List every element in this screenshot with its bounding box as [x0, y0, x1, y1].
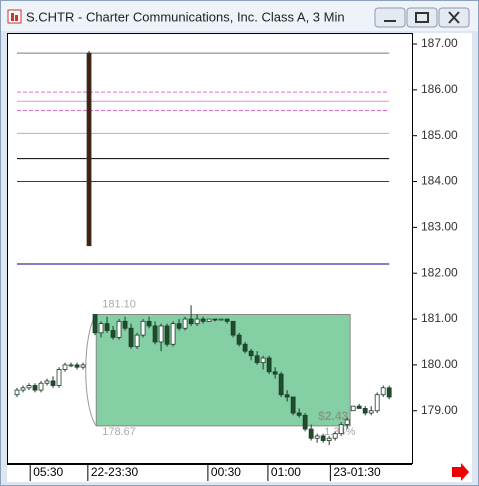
candle-body — [38, 382, 44, 391]
candle-body — [56, 369, 62, 386]
candle-body — [32, 385, 38, 391]
candle-body — [20, 387, 26, 391]
candle-body — [176, 323, 182, 329]
candle-body — [350, 405, 356, 412]
candle-body — [14, 389, 20, 396]
y-tick-label: 186.00 — [421, 82, 458, 96]
y-tick-label: 181.00 — [421, 311, 458, 325]
app-icon-bar — [11, 13, 14, 21]
candle-body — [86, 52, 92, 247]
window-buttons — [374, 7, 470, 28]
x-tick-label: 23-01:30 — [333, 465, 381, 479]
candle-body — [122, 320, 128, 329]
x-tick-label: 00:30 — [211, 465, 241, 479]
candle-body — [98, 323, 104, 334]
app-icon-bar — [15, 15, 18, 21]
candle-body — [224, 318, 230, 322]
range-bracket — [85, 314, 97, 427]
y-tick-label: 182.00 — [421, 265, 458, 279]
range-change-label: $2.43 — [318, 409, 348, 423]
candle-body — [68, 364, 74, 367]
y-tick-label: 183.00 — [421, 220, 458, 234]
y-tick-label: 187.00 — [421, 36, 458, 50]
candle-body — [110, 330, 116, 338]
candle-body — [74, 364, 80, 368]
candle-body — [230, 320, 236, 336]
maximize-button[interactable] — [406, 7, 438, 28]
candle-body — [26, 385, 32, 389]
app-icon — [7, 9, 22, 24]
candle-body — [50, 380, 56, 386]
candle-body — [386, 387, 392, 398]
candle-body — [194, 318, 200, 325]
candle-body — [338, 424, 344, 435]
candle-body — [380, 387, 386, 396]
candle-body — [200, 318, 206, 322]
y-tick-label: 180.00 — [421, 357, 458, 371]
candle-body — [164, 325, 170, 345]
candle-body — [92, 314, 98, 334]
candle-body — [308, 428, 314, 439]
maximize-icon — [415, 12, 429, 23]
candle-body — [116, 320, 122, 338]
candle-body — [326, 437, 332, 441]
range-box — [95, 313, 351, 427]
candle-body — [356, 405, 362, 409]
candle-body — [80, 364, 86, 368]
x-tick-label: 01:00 — [271, 465, 301, 479]
candle-body — [140, 320, 146, 336]
x-tick-label: 05:30 — [33, 465, 63, 479]
y-tick-label: 185.00 — [421, 128, 458, 142]
candle-body — [44, 380, 50, 384]
candle-body — [362, 408, 368, 414]
candle-body — [170, 323, 176, 345]
candle-body — [272, 371, 278, 375]
range-high-label: 181.10 — [102, 298, 136, 310]
candle-body — [344, 419, 350, 425]
candle-body — [284, 394, 290, 398]
candle-body — [332, 433, 338, 439]
x-tick-label: 22-23:30 — [91, 465, 139, 479]
candle-body — [248, 350, 254, 357]
candle-body — [134, 334, 140, 347]
minimize-button[interactable] — [374, 7, 406, 28]
candle-body — [62, 364, 68, 370]
candle-body — [128, 327, 134, 347]
candle-body — [152, 325, 158, 343]
candle-body — [296, 412, 302, 416]
candle-body — [368, 410, 374, 414]
candle-body — [182, 318, 188, 329]
candle-body — [206, 318, 212, 322]
candle-body — [104, 323, 110, 331]
candle-body — [236, 334, 242, 345]
candle-body — [320, 435, 326, 441]
candle-body — [278, 373, 284, 396]
candle-body — [158, 325, 164, 343]
candle-body — [260, 357, 266, 364]
candle-body — [290, 396, 296, 414]
candle-body — [254, 355, 260, 364]
candle-body — [212, 318, 218, 321]
y-tick-label: 179.00 — [421, 403, 458, 417]
candle-body — [314, 435, 320, 439]
close-icon — [448, 11, 460, 24]
candle-body — [218, 318, 224, 321]
candle-body — [374, 394, 380, 412]
range-low-label: 178.67 — [102, 426, 136, 438]
scroll-arrow[interactable] — [452, 463, 469, 481]
candle-body — [146, 320, 152, 327]
candle-body — [302, 414, 308, 430]
y-tick-label: 184.00 — [421, 174, 458, 188]
candle-body — [266, 357, 272, 373]
candle-body — [242, 343, 248, 352]
window-title: S.CHTR - Charter Communications, Inc. Cl… — [26, 9, 345, 24]
candle-body — [188, 318, 194, 325]
